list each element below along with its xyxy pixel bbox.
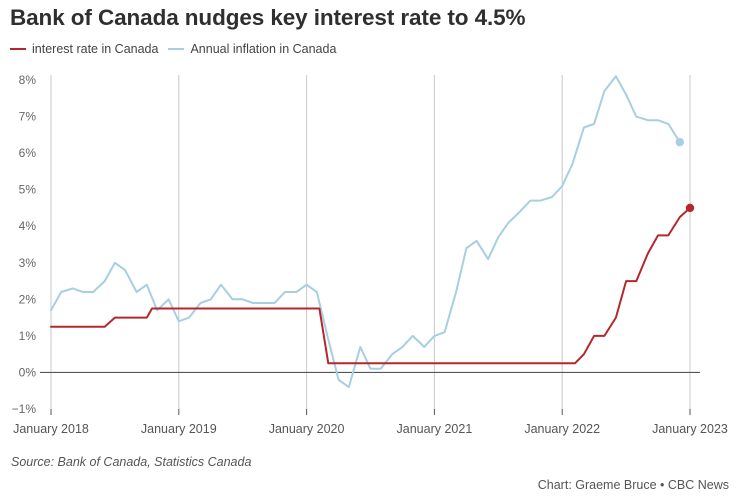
y-tick-label: 8% <box>19 73 37 87</box>
y-tick-label: 2% <box>19 292 37 306</box>
legend-label-inflation: Annual inflation in Canada <box>190 42 337 56</box>
x-tick-label: January 2018 <box>13 422 89 436</box>
chart-credit: Chart: Graeme Bruce • CBC News <box>537 478 729 492</box>
x-tick-label: January 2020 <box>269 422 345 436</box>
x-tick-label: January 2019 <box>141 422 217 436</box>
legend-item-inflation: Annual inflation in Canada <box>168 42 336 56</box>
interest-rate-line <box>50 206 691 365</box>
legend-label-interest-rate: interest rate in Canada <box>32 42 159 56</box>
interest-rate-end-marker <box>685 203 695 213</box>
legend: interest rate in Canada Annual inflation… <box>10 42 346 56</box>
inflation-line <box>50 75 681 389</box>
y-tick-label: 3% <box>19 256 37 270</box>
inflation-end-marker <box>675 137 684 147</box>
y-tick-label: 1% <box>19 329 37 343</box>
source-note: Source: Bank of Canada, Statistics Canad… <box>11 455 252 469</box>
chart-title: Bank of Canada nudges key interest rate … <box>10 5 526 30</box>
legend-item-interest-rate: interest rate in Canada <box>10 42 158 56</box>
y-tick-label: −1% <box>12 402 37 416</box>
legend-swatch-inflation <box>168 48 185 50</box>
y-tick-label: 5% <box>19 183 37 197</box>
x-tick-label: January 2021 <box>397 422 473 436</box>
y-tick-label: 4% <box>19 219 37 233</box>
x-tick-label: January 2022 <box>524 422 600 436</box>
y-tick-label: 7% <box>19 110 37 124</box>
legend-swatch-interest-rate <box>10 48 26 50</box>
x-tick-label: January 2023 <box>652 422 728 436</box>
y-tick-label: 0% <box>19 365 37 379</box>
y-tick-label: 6% <box>19 146 37 160</box>
